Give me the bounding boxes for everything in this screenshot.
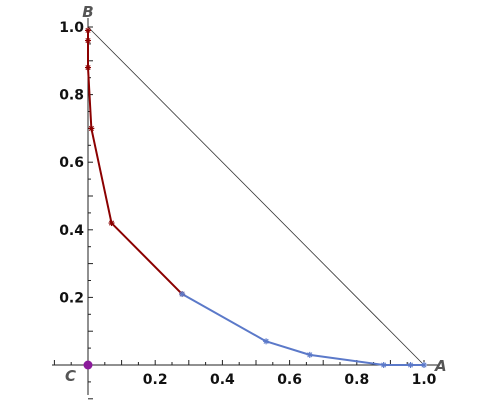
triangle-layer (87, 26, 425, 366)
point-stroke (85, 65, 91, 71)
vertex-c-dot (83, 360, 93, 370)
ticks: 0.2 0.4 0.6 0.8 1.0 0.2 0.4 0.6 0.8 1.0 (53, 20, 437, 400)
series-point (380, 362, 387, 368)
series-point (407, 362, 414, 368)
series-point (85, 64, 91, 71)
point-stroke (381, 362, 387, 368)
point-stroke (421, 362, 427, 368)
series-point (108, 220, 115, 227)
marker-layer (83, 27, 427, 370)
series-point (179, 291, 186, 298)
x-tick-label: 0.2 (143, 372, 168, 388)
x-tick-label: 0.8 (344, 372, 369, 388)
series-point (306, 351, 313, 358)
triangle-edge (87, 26, 425, 366)
y-tick-label: 0.4 (59, 223, 84, 239)
series-point (88, 125, 95, 132)
vertex-label-b: B (82, 3, 93, 21)
point-stroke (85, 27, 91, 33)
x-tick-label: 0.4 (210, 372, 235, 388)
point-stroke (108, 220, 115, 226)
point-stroke (307, 352, 313, 358)
point-stroke (263, 338, 269, 344)
vertex-label-c: C (65, 367, 76, 385)
y-tick-label: 1.0 (59, 20, 84, 36)
axes (52, 18, 438, 395)
point-stroke (179, 291, 185, 297)
y-tick-label: 0.2 (59, 290, 84, 306)
series-line-0 (87, 29, 184, 296)
series-point (263, 338, 270, 345)
y-tick-label: 0.6 (59, 155, 84, 171)
series-point (85, 27, 91, 34)
point-stroke (85, 37, 91, 44)
x-tick-label: 1.0 (412, 372, 437, 388)
series-line-1 (181, 293, 425, 366)
point-stroke (88, 125, 94, 131)
vertex-label-a: A (434, 357, 447, 375)
labels-layer: A B C (65, 3, 447, 385)
x-tick-label: 0.6 (277, 372, 302, 388)
point-stroke (408, 362, 414, 368)
y-tick-label: 0.8 (59, 88, 84, 104)
series-point (421, 362, 427, 368)
series-point (85, 37, 91, 44)
